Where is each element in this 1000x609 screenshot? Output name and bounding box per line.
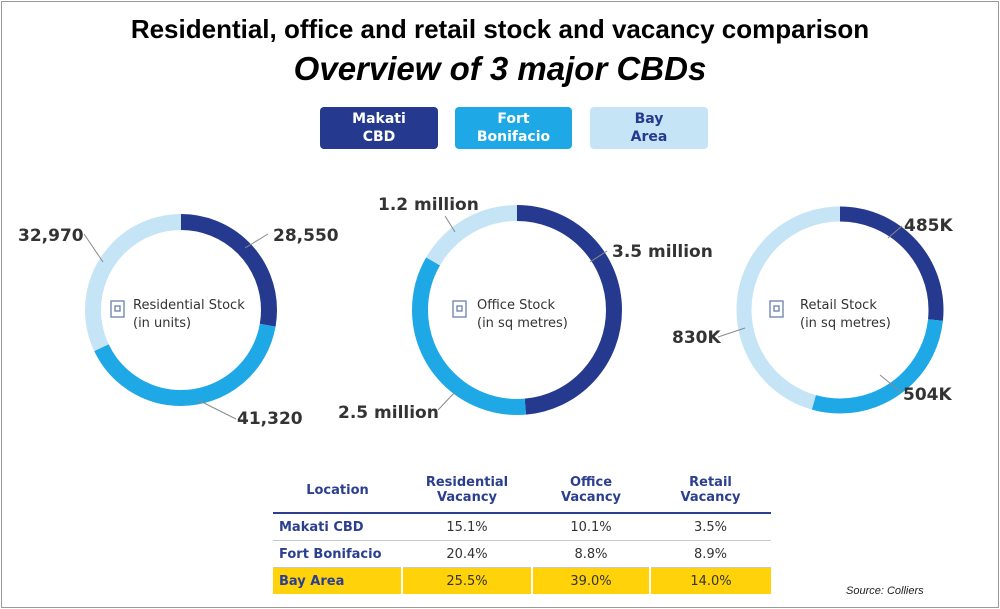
leader-line [879,374,902,393]
cell-location: Fort Bonifacio [273,540,402,568]
legend-label-makati: Makati CBD [352,111,406,145]
table-header-row: Location Residential Vacancy Office Vaca… [273,468,771,514]
table-row-highlighted: Bay Area 25.5% 39.0% 14.0% [273,567,771,594]
leader-line [197,399,237,420]
leader-line [589,250,608,263]
leader-line [437,391,456,411]
office-tower-icon [452,300,467,318]
center-label-unit: (in units) [133,316,191,331]
header-office-vacancy: Office Vacancy [532,468,650,514]
data-label-makati-cbd: 28,550 [273,226,339,246]
table-row: Makati CBD 15.1% 10.1% 3.5% [273,513,771,541]
leader-line [717,327,746,338]
building-icon [110,300,125,318]
legend-label-bay-area: Bay Area [630,111,668,145]
chart-subtitle: Overview of 3 major CBDs [293,50,707,87]
cell-location: Makati CBD [273,513,402,541]
center-label-title: Office Stock [477,298,556,313]
data-label-makati-cbd: 3.5 million [612,242,713,262]
header-retail-vacancy: Retail Vacancy [650,468,771,514]
center-label-unit: (in sq metres) [800,316,891,331]
legend-label-fort-bonifacio: Fort Bonifacio [476,111,551,145]
cell-value: 14.0% [649,567,771,594]
legend-item-makati: Makati CBD [320,107,438,149]
data-label-fort-bonifacio: 41,320 [237,409,303,429]
cell-value: 15.1% [402,513,532,541]
donut-segment-bay-area [736,206,944,414]
center-label-title: Retail Stock [800,298,877,313]
cell-location: Bay Area [273,567,402,594]
cell-value: 8.8% [532,540,650,568]
store-icon [769,300,784,318]
leader-line [887,225,903,239]
leader-line [444,215,456,233]
cell-value: 25.5% [401,567,532,594]
data-label-fort-bonifacio: 2.5 million [338,403,439,423]
center-label-unit: (in sq metres) [477,316,568,331]
donut-segment-bay-area [412,205,622,415]
data-label-bay-area: 830K [672,328,721,348]
chart-title: Residential, office and retail stock and… [130,14,870,44]
donut-segment-fort-bonifacio [412,205,622,415]
header-residential-vacancy: Residential Vacancy [402,468,532,514]
center-label-title: Residential Stock [133,298,245,313]
data-label-bay-area: 32,970 [18,226,84,246]
table-row: Fort Bonifacio 20.4% 8.8% 8.9% [273,540,771,568]
data-label-bay-area: 1.2 million [378,195,479,215]
legend-item-fort-bonifacio: Fort Bonifacio [455,107,572,149]
header-location: Location [273,468,402,514]
data-label-fort-bonifacio: 504K [903,385,952,405]
donut-segment-fort-bonifacio [736,206,944,414]
leader-line [244,233,269,249]
source-note: Source: Colliers [846,585,924,597]
cell-value: 20.4% [402,540,532,568]
donut-charts: 28,550 41,320 32,970 Residential Stock (in u… [18,195,953,429]
leader-line [83,233,104,263]
donut-segment-bay-area [85,214,277,406]
legend-item-bay-area: Bay Area [590,107,708,149]
cell-value: 10.1% [532,513,650,541]
vacancy-table: Location Residential Vacancy Office Vaca… [273,468,771,594]
cell-value: 3.5% [650,513,771,541]
cell-value: 39.0% [531,567,650,594]
data-label-makati-cbd: 485K [904,216,953,236]
cell-value: 8.9% [650,540,771,568]
donut-segment-fort-bonifacio [85,214,277,406]
